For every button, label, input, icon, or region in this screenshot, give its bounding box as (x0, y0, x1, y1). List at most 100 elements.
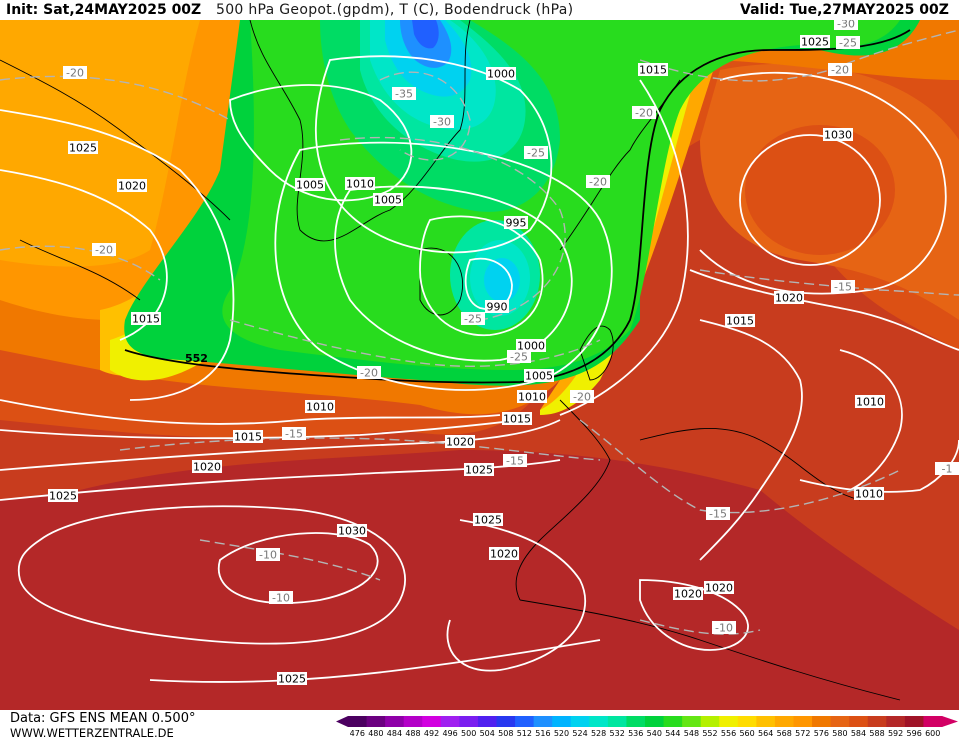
legend-value: 580 (832, 729, 848, 738)
contour-552-label: 552 (185, 352, 208, 365)
site-url: WWW.WETTERZENTRALE.DE (10, 726, 174, 740)
band-564 (0, 20, 200, 267)
temp-label-text: -10 (715, 622, 733, 635)
isobar-label: 1020 (192, 460, 222, 474)
iberia-coast (515, 399, 611, 601)
band-580-ne (745, 125, 895, 255)
isotherm-25 (339, 136, 566, 321)
legend-swatch (645, 716, 665, 727)
temp-label-text: -15 (285, 428, 303, 441)
isobar-label-text: 1005 (296, 179, 324, 192)
isobar-label: 1025 (68, 141, 98, 155)
isobar-label: 1015 (131, 312, 161, 326)
legend-swatch (830, 716, 850, 727)
data-source: Data: GFS ENS MEAN 0.500° (10, 711, 196, 726)
legend-swatch (477, 716, 497, 727)
legend-swatch (904, 716, 924, 727)
isobar-label: 1020 (673, 587, 703, 601)
isobar-label-text: 1020 (674, 588, 702, 601)
legend-value: 552 (702, 729, 718, 738)
legend-value: 568 (776, 729, 792, 738)
isobar-label-text: 1025 (49, 490, 77, 503)
isobar-label-text: 1010 (306, 401, 334, 414)
isobar-label: 1020 (445, 435, 475, 449)
legend-value: 512 (516, 729, 532, 738)
legend-swatch (774, 716, 794, 727)
legend-swatch (403, 716, 423, 727)
greenland-coast (249, 20, 471, 242)
isobar-label: 990 (485, 300, 509, 314)
isobar-label: 1015 (502, 412, 532, 426)
isotherm-35 (699, 269, 959, 296)
isobar-label-text: 990 (487, 301, 508, 314)
legend-value: 536 (628, 729, 644, 738)
legend-swatch (348, 716, 368, 727)
legend-value: 484 (386, 729, 403, 738)
isobar-label: 1030 (337, 524, 367, 538)
temp-label-text: -15 (709, 508, 727, 521)
temp-label: -15 (706, 507, 730, 521)
temp-label-text: -1 (942, 463, 953, 476)
isobar-1020-mid (0, 419, 561, 471)
legend-value: 480 (368, 729, 384, 738)
isotherm-15-fr (579, 419, 901, 514)
isotherm-25-ne (639, 29, 959, 82)
isobar-label: 1015 (233, 430, 263, 444)
temp-label: -20 (63, 66, 87, 80)
isobar-label-text: 1015 (132, 313, 160, 326)
legend-value: 576 (813, 729, 829, 738)
map-header: Init: Sat,24MAY2025 00Z 500 hPa Geopot.(… (0, 0, 959, 20)
legend-value: 504 (479, 729, 495, 738)
legend-swatch (440, 716, 460, 727)
isobar-label: 1015 (638, 63, 668, 77)
temp-label-text: -15 (506, 455, 524, 468)
temp-label-text: -25 (527, 147, 545, 160)
isobar-label-text: 1005 (374, 194, 402, 207)
isobar-label-text: 1010 (855, 488, 883, 501)
isobar-label-text: 1025 (465, 464, 493, 477)
isobar-label-text: 1030 (824, 129, 852, 142)
isobar-label: 1000 (516, 339, 546, 353)
temp-label: -10 (256, 548, 280, 562)
init-time: Init: Sat,24MAY2025 00Z (6, 2, 202, 18)
temp-label-text: -10 (272, 592, 290, 605)
legend-swatch (533, 716, 553, 727)
legend-swatch (756, 716, 776, 727)
isotherm-30 (379, 71, 471, 161)
isotherm-20-w (0, 245, 161, 281)
isobar-1025-s (149, 639, 601, 683)
legend-swatch (700, 716, 720, 727)
legend-value: 596 (906, 729, 922, 738)
legend-swatch (867, 716, 887, 727)
isobar-label-text: 1000 (517, 340, 545, 353)
legend-swatch (459, 716, 479, 727)
isobar-label-text: 1025 (69, 142, 97, 155)
isobar-1015-eu (699, 319, 803, 561)
norway-coast (559, 79, 681, 251)
isobar-1015-ne (559, 79, 689, 416)
band-516 (412, 20, 439, 49)
isobar-label: 1010 (854, 487, 884, 501)
isobar-label: 1005 (524, 369, 554, 383)
isobar-label: 1005 (295, 178, 325, 192)
legend-value: 584 (850, 729, 867, 738)
temp-label: -20 (92, 243, 116, 257)
legend-swatch (886, 716, 906, 727)
temp-label: -20 (586, 175, 610, 189)
legend-swatch (682, 716, 702, 727)
legend-swatch (812, 716, 832, 727)
isobar-1010-e (839, 349, 903, 491)
isobar-label: 1005 (373, 193, 403, 207)
isobar-label: 1020 (489, 547, 519, 561)
isobar-label: 1020 (774, 291, 804, 305)
isobar-label: 1010 (305, 400, 335, 414)
temp-label: -25 (836, 36, 860, 50)
legend-swatch (552, 716, 572, 727)
isobar-label: 1010 (517, 390, 547, 404)
temp-label: -15 (282, 427, 306, 441)
isobar-label: 1030 (823, 128, 853, 142)
isobar-1010-w (0, 399, 501, 425)
isobar-1030-ne (739, 134, 881, 266)
legend-value: 572 (795, 729, 811, 738)
